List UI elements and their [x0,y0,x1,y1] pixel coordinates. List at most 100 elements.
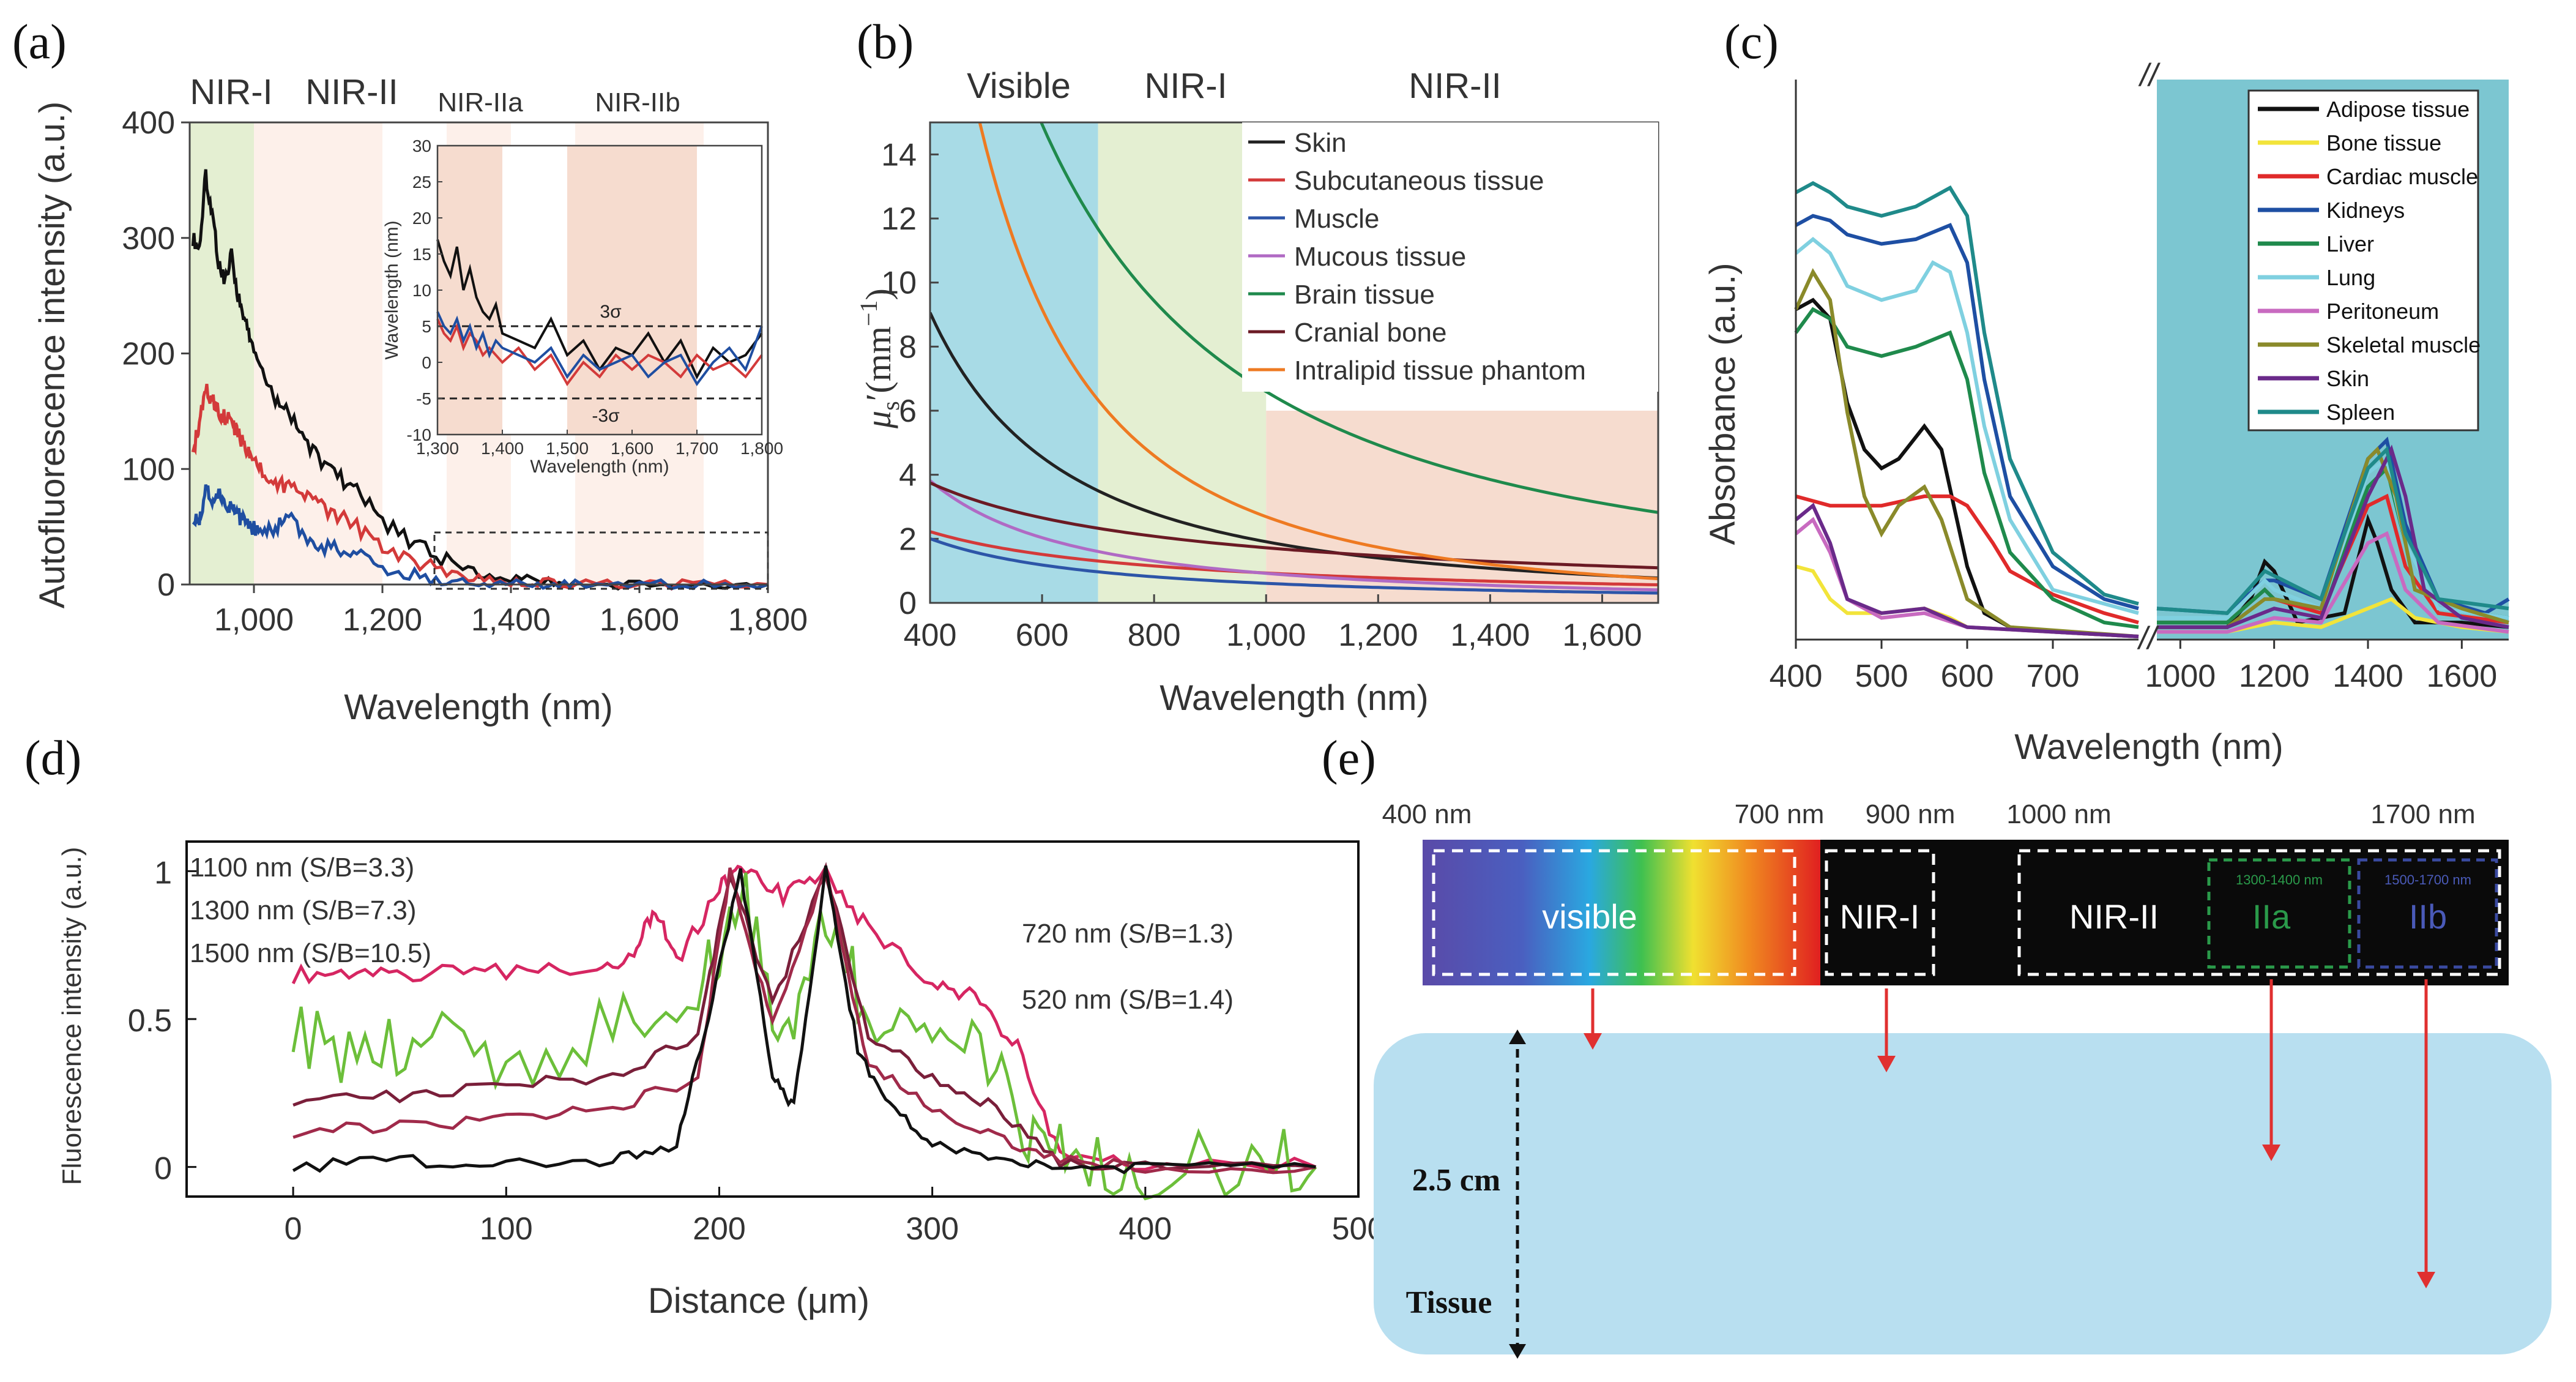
inset-series-blue [436,311,763,387]
visible-box [1432,849,1796,976]
ylabel-mu: μ [858,411,898,429]
region-nir1-b-label: NIR-I [1144,66,1227,106]
panel-d-xtick-label: 300 [906,1211,959,1247]
axis-break-bottom: // [2137,621,2159,656]
ylabel-close: ) [858,288,898,300]
inset-series-red [436,318,763,387]
panel-d-xtick-label: 100 [480,1211,533,1247]
panel-d-xtick-label: 200 [693,1211,746,1247]
panel-b-ytick-label: 14 [881,137,917,173]
tissue-label: Tissue [1406,1285,1492,1320]
inset-ytick-label: -10 [407,425,431,444]
panel-a-xlabel: Wavelength (nm) [344,687,612,727]
panel-b-series-brain-tissue [1040,122,1658,514]
panel-c-xlabel: Wavelength (nm) [2014,727,2283,767]
panel-b-ytick-label: 12 [881,201,917,237]
band-iib-range: 1500-1700 nm [2384,872,2471,887]
panel-a-ytick-label: 100 [122,452,175,487]
panel-b-ytick-label: 10 [881,266,917,301]
panel-b-xtick-label: 800 [1128,618,1181,653]
legend-label-brain-tissue: Brain tissue [1294,280,1435,310]
panel-b-ytick-label: 0 [899,586,917,621]
inset-xtick-label: 1,500 [546,439,589,458]
inset-ytick-label: 0 [422,353,431,372]
panel-a-series-blue [192,484,769,591]
legend-1100: 1100 nm (S/B=3.3) [190,853,414,883]
panel-a-ylabel: Autofluorescence intensity (a.u.) [32,102,72,609]
nir2a-box [2207,858,2351,969]
panel-c-xtick-label: 1000 [2145,659,2216,694]
panel-c-xtick-label: 1600 [2426,659,2497,694]
panel-d-xtick-label: 0 [285,1211,302,1247]
panel-a-letter: (a) [12,15,67,69]
panel-a-xtick-label: 1,200 [343,602,422,638]
depth-arrow-down-icon [1509,1344,1526,1359]
inset-ytick-label: 10 [412,281,431,300]
region-nir2-label: NIR-II [305,72,398,112]
inset-annotation-3sigma: 3σ [600,302,622,322]
panel-c-series-right-spleen [2156,446,2509,615]
panel-b-xtick-label: 1,600 [1562,618,1642,653]
wl-700: 700 nm [1735,799,1825,829]
depth-label: 2.5 cm [1412,1163,1500,1198]
panel-c-letter: (c) [1724,15,1779,69]
panel-c-legend: Adipose tissue Bone tissue Cardiac muscle K… [2247,89,2481,431]
region-nir2a-label: NIR-IIa [437,88,523,118]
band-iib-label: IIb [2409,897,2447,936]
panel-e: (e) 400 nm 700 nm 900 nm 1000 nm 1700 nm… [1322,731,2552,1359]
tissue-block [1374,1033,2552,1354]
region-nir2-b-label: NIR-II [1409,66,1501,106]
panel-b-legend: Skin Subcutaneous tissue Muscle Mucous tiss… [1242,122,1658,392]
legend-label-subcutaneous-tissue: Subcutaneous tissue [1294,166,1544,196]
panel-b-xtick-label: 400 [904,618,957,653]
inset-ytick-label: -5 [416,389,431,408]
legend-label-intralipid-tissue-phantom: Intralipid tissue phantom [1294,356,1586,386]
inset-xtick-label: 1,300 [416,439,459,458]
legend-label-skeletal-muscle: Skeletal muscle [2326,332,2481,357]
panel-d-ytick-label: 0.5 [128,1003,172,1039]
nir2-box [2017,849,2501,976]
band-nir2-label: NIR-II [2069,897,2159,936]
wl-900: 900 nm [1866,799,1956,829]
panel-b-ytick-label: 6 [899,394,917,429]
panel-d-xlabel: Distance (μm) [648,1281,869,1321]
band-iia-range: 1300-1400 nm [2236,872,2323,887]
band-iia-label: IIa [2252,897,2291,936]
panel-a-ytick-label: 200 [122,337,175,372]
legend-label-spleen: Spleen [2326,400,2395,425]
legend-label-skin: Skin [2326,366,2369,391]
legend-label-muscle: Muscle [1294,204,1379,234]
region-visible-label: Visible [967,66,1071,106]
ylabel-sub: s [877,401,904,411]
wl-1000: 1000 nm [2006,799,2111,829]
panel-c-ylabel: Absorbance (a.u.) [1703,263,1743,545]
panel-c-series-left-spleen [1795,181,2139,606]
visible-spectrum-bar [1423,840,1820,985]
panel-a-inset: 3σ -3σ 1,300 1,400 1,500 1,600 1,700 1,800 -10 -5… [382,136,783,477]
inset-ytick-label: 25 [412,173,431,192]
panel-a-xtick-label: 1,400 [471,602,551,638]
panel-b-ytick-label: 2 [899,521,917,557]
inset-xtick-label: 1,800 [740,439,783,458]
panel-a-xtick-label: 1,000 [214,602,294,638]
panel-d-letter: (d) [24,731,81,785]
panel-c-xtick-label: 500 [1855,659,1908,694]
panel-a-xtick-label: 1,800 [728,602,808,638]
region-nir1-label: NIR-I [190,72,272,112]
legend-label-mucous-tissue: Mucous tissue [1294,242,1466,272]
band-nir1-label: NIR-I [1840,897,1920,936]
inset-ytick-label: 20 [412,209,431,228]
nir2b-box [2357,858,2498,969]
depth-arrow-up-icon [1509,1029,1526,1044]
nir1-box [1825,849,1935,976]
panel-a-band-1 [254,122,382,585]
arrow-visible-head-icon [1584,1033,1602,1050]
panel-d-ylabel: Fluorescence intensity (a.u.) [57,847,87,1186]
legend-label-adipose-tissue: Adipose tissue [2326,97,2470,122]
inset-band-1 [567,146,697,435]
panel-c-series-right-skin [2157,444,2509,629]
wl-400: 400 nm [1382,799,1472,829]
